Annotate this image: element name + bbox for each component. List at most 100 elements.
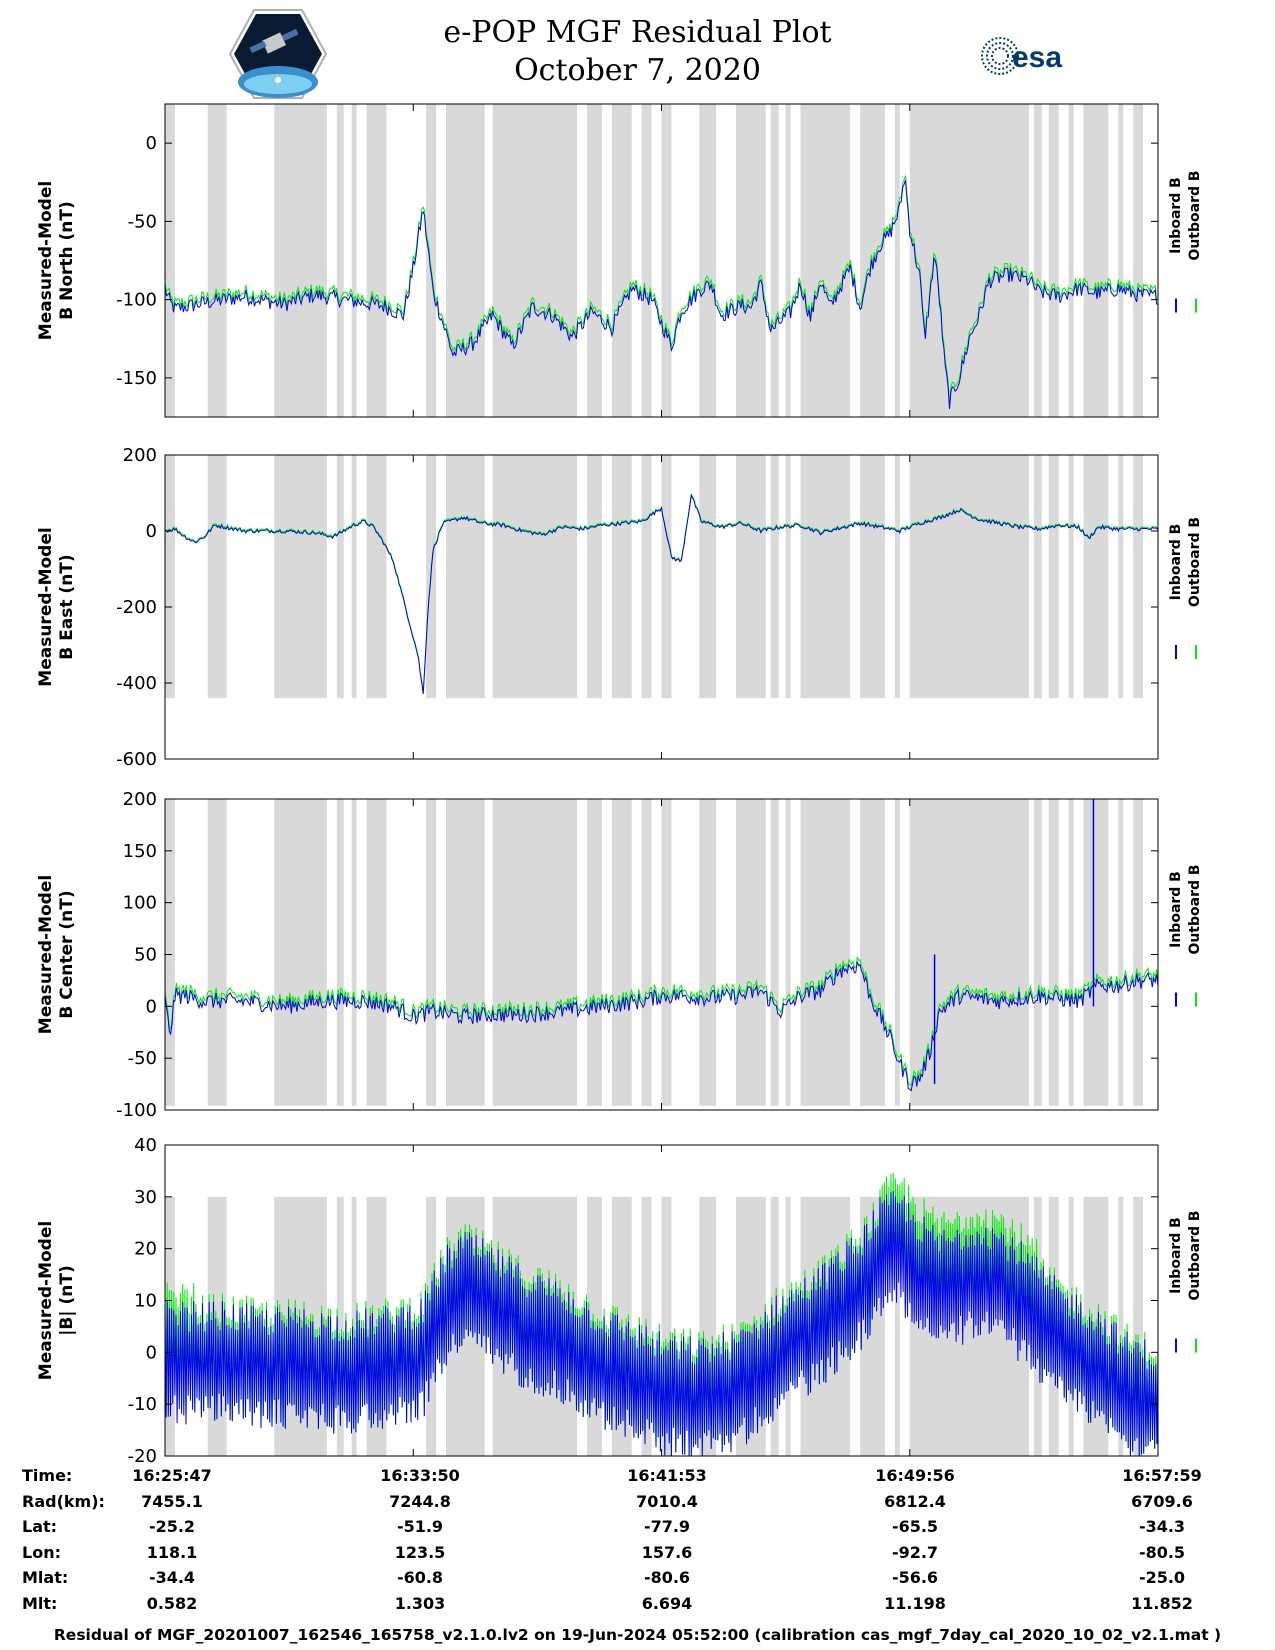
shade-band — [274, 799, 327, 1106]
svg-text:esa: esa — [1012, 41, 1062, 74]
info-mlt-4: 11.852 — [1131, 1593, 1193, 1613]
inboard-series-line — [165, 961, 1158, 1092]
info-mlat-0: -34.4 — [148, 1568, 196, 1587]
y-tick-label: 150 — [123, 841, 157, 862]
y-tick-label: 50 — [134, 945, 157, 966]
info-row-mlat: Mlat: -34.4 -60.8 -80.6 -56.6 -25.0 — [22, 1568, 1262, 1594]
shade-band — [1048, 104, 1059, 417]
outboard-series-line — [165, 956, 1158, 1087]
cassiope-logo — [228, 8, 328, 104]
info-lat-2: -77.9 — [643, 1517, 691, 1536]
y-tick-label: 0 — [146, 1342, 157, 1363]
shade-band — [1068, 799, 1074, 1106]
shade-band — [1083, 104, 1109, 417]
shade-band — [351, 455, 357, 699]
y-tick-label: 200 — [123, 789, 157, 810]
shade-band — [366, 455, 387, 699]
info-lon-4: -80.5 — [1138, 1542, 1186, 1562]
panel-2: 200 0 -200 -400 -600 Measured-ModelB East (nT… — [36, 445, 1203, 770]
y-axis-label: Measured-Model|B| (nT) — [36, 1221, 77, 1380]
y-axis-label: Measured-ModelB North (nT) — [36, 181, 77, 340]
legend-labels: Inboard B Outboard B — [1168, 170, 1203, 260]
shade-band — [207, 104, 227, 417]
shade-band — [587, 104, 602, 417]
info-time-0: 16:25:47 — [132, 1466, 212, 1485]
shade-band — [770, 104, 779, 417]
shade-band — [735, 455, 766, 699]
info-time-2: 16:41:53 — [627, 1466, 707, 1485]
y-axis-label-line-2: B Center (nT) — [57, 890, 77, 1018]
shade-band — [699, 799, 717, 1106]
y-tick-label: 20 — [134, 1239, 157, 1260]
esa-logo-icon: esa — [981, 37, 1062, 75]
shade-band — [351, 1196, 357, 1456]
inboard-series-line — [165, 180, 1158, 409]
y-tick-label: 40 — [134, 1135, 157, 1156]
info-mlt-0: 0.582 — [146, 1593, 198, 1613]
shade-band — [207, 455, 227, 699]
shade-band — [785, 455, 791, 699]
info-lat-1: -51.9 — [396, 1517, 444, 1536]
shade-band — [207, 799, 227, 1106]
inboard-series-line — [165, 1190, 1158, 1456]
legend-inboard-label: Inboard B — [1168, 524, 1184, 601]
y-tick-label: 0 — [146, 996, 157, 1017]
y-axis-label-line-1: Measured-Model — [36, 181, 56, 340]
shade-band — [1133, 799, 1144, 1106]
shade-band — [661, 104, 672, 417]
shade-band — [909, 455, 1029, 699]
legend-inboard-label: Inboard B — [1168, 871, 1184, 948]
info-row-lon: Lon: 118.1 123.5 157.6 -92.7 -80.5 — [22, 1543, 1262, 1569]
y-tick-label: -400 — [116, 673, 157, 694]
title-line-2: October 7, 2020 — [514, 53, 761, 88]
y-tick-label: -150 — [116, 368, 157, 389]
footer-caption: Residual of MGF_20201007_162546_165758_v… — [53, 1626, 1222, 1644]
plot-title: e-POP MGF Residual Plot October 7, 2020 — [0, 14, 1275, 90]
orbit-info-table: Time: 16:25:47 16:33:50 16:41:53 16:49:5… — [22, 1466, 1262, 1619]
shade-band — [274, 104, 327, 417]
y-axis-label: Measured-ModelB Center (nT) — [36, 875, 77, 1034]
y-tick-label: 200 — [123, 445, 157, 466]
shade-band — [1133, 455, 1144, 699]
panel-4: 40 30 20 10 0 -10 -20 Measured-Model|B| (nT) Inb… — [36, 1135, 1203, 1467]
info-time-4: 16:57:59 — [1122, 1466, 1202, 1485]
info-rad-1: 7244.8 — [389, 1491, 451, 1511]
shade-band — [770, 799, 779, 1106]
shade-band — [1033, 455, 1042, 699]
info-mlt-2: 6.694 — [641, 1593, 693, 1613]
shade-band — [611, 799, 632, 1106]
shade-band — [1048, 455, 1059, 699]
shade-band — [770, 1196, 779, 1456]
shade-band — [1033, 799, 1042, 1106]
info-lon-3: -92.7 — [891, 1542, 939, 1562]
shade-band — [699, 455, 717, 699]
shade-band — [800, 104, 851, 417]
y-tick-label: -10 — [128, 1394, 157, 1415]
shade-band — [611, 104, 632, 417]
y-axis-label-line-1: Measured-Model — [36, 1221, 56, 1380]
shade-band — [860, 455, 885, 699]
info-label-time: Time: — [22, 1466, 73, 1485]
y-tick-label: -200 — [116, 597, 157, 618]
info-lon-1: 123.5 — [394, 1542, 446, 1562]
shade-band — [800, 455, 851, 699]
shade-band — [785, 104, 791, 417]
shade-band — [894, 1196, 900, 1456]
title-line-1: e-POP MGF Residual Plot — [443, 15, 832, 50]
info-row-mlt: Mlt: 0.582 1.303 6.694 11.198 11.852 — [22, 1594, 1262, 1620]
y-tick-label: -100 — [116, 290, 157, 311]
shade-band — [446, 455, 485, 699]
shade-band — [661, 1196, 672, 1456]
shade-band — [1083, 455, 1109, 699]
y-tick-label: 0 — [146, 133, 157, 154]
info-row-time: Time: 16:25:47 16:33:50 16:41:53 16:49:5… — [22, 1466, 1262, 1492]
shade-band — [446, 104, 485, 417]
y-tick-label: 30 — [134, 1187, 157, 1208]
info-rad-3: 6812.4 — [884, 1491, 946, 1511]
info-time-1: 16:33:50 — [380, 1466, 460, 1485]
info-label-mlat: Mlat: — [22, 1568, 69, 1587]
shade-band — [1133, 1196, 1144, 1456]
shade-band — [492, 455, 578, 699]
info-row-lat: Lat: -25.2 -51.9 -77.9 -65.5 -34.3 — [22, 1517, 1262, 1543]
info-lat-3: -65.5 — [891, 1517, 939, 1536]
